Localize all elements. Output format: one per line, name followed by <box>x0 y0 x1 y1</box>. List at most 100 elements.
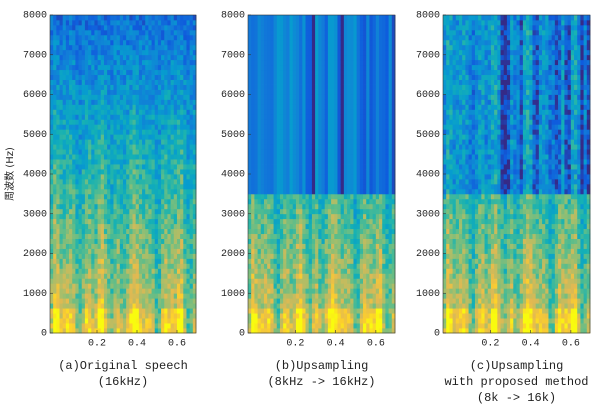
spectrogram-cell <box>72 189 76 194</box>
spectrogram-cell <box>53 224 57 229</box>
spectrogram-cell <box>56 293 60 298</box>
spectrogram-cell <box>152 303 156 308</box>
spectrogram-cell <box>267 328 271 333</box>
spectrogram-cell <box>186 65 190 70</box>
spectrogram-cell <box>261 249 265 254</box>
spectrogram-cell <box>75 323 79 328</box>
spectrogram-cell <box>136 144 140 149</box>
spectrogram-cell <box>309 249 313 254</box>
spectrogram-cell <box>296 328 300 333</box>
spectrogram-cell <box>341 313 345 318</box>
spectrogram-cell <box>66 323 70 328</box>
spectrogram-cell <box>322 25 326 30</box>
spectrogram-cell <box>88 273 92 278</box>
spectrogram-cell <box>267 149 271 154</box>
spectrogram-cell <box>283 258 287 263</box>
spectrogram-cell <box>82 60 86 65</box>
spectrogram-cell <box>337 278 341 283</box>
spectrogram-cell <box>286 65 290 70</box>
spectrogram-cell <box>248 99 252 104</box>
spectrogram-cell <box>88 159 92 164</box>
spectrogram-cell <box>302 199 306 204</box>
spectrogram-cell <box>267 70 271 75</box>
spectrogram-cell <box>91 99 95 104</box>
spectrogram-cell <box>347 184 351 189</box>
spectrogram-cell <box>63 169 67 174</box>
spectrogram-cell <box>267 169 271 174</box>
spectrogram-cell <box>69 249 73 254</box>
spectrogram-cell <box>248 30 252 35</box>
spectrogram-cell <box>306 273 310 278</box>
spectrogram-cell <box>180 45 184 50</box>
spectrogram-cell <box>277 80 281 85</box>
spectrogram-cell <box>318 179 322 184</box>
spectrogram-cell <box>126 219 130 224</box>
spectrogram-cell <box>261 154 265 159</box>
spectrogram-cell <box>63 209 67 214</box>
spectrogram-cell <box>251 234 255 239</box>
spectrogram-cell <box>117 15 121 20</box>
spectrogram-cell <box>322 308 326 313</box>
spectrogram-cell <box>60 25 64 30</box>
spectrogram-cell <box>82 75 86 80</box>
spectrogram-cell <box>152 293 156 298</box>
spectrogram-cell <box>302 114 306 119</box>
spectrogram-cell <box>94 199 98 204</box>
spectrogram-cell <box>104 244 108 249</box>
spectrogram-cell <box>274 288 278 293</box>
spectrogram-cell <box>264 219 268 224</box>
spectrogram-cell <box>82 229 86 234</box>
spectrogram-cell <box>306 80 310 85</box>
spectrogram-cell <box>161 249 165 254</box>
spectrogram-cell <box>277 159 281 164</box>
spectrogram-cell <box>274 179 278 184</box>
spectrogram-cell <box>341 60 345 65</box>
spectrogram-cell <box>72 323 76 328</box>
spectrogram-cell <box>69 50 73 55</box>
spectrogram-cell <box>274 219 278 224</box>
spectrogram-cell <box>331 313 335 318</box>
spectrogram-cell <box>174 45 178 50</box>
spectrogram-cell <box>325 239 329 244</box>
spectrogram-cell <box>53 99 57 104</box>
spectrogram-cell <box>107 258 111 263</box>
spectrogram-cell <box>94 254 98 259</box>
spectrogram-cell <box>293 99 297 104</box>
spectrogram-cell <box>286 254 290 259</box>
spectrogram-cell <box>171 189 175 194</box>
spectrogram-cell <box>50 184 54 189</box>
spectrogram-cell <box>107 194 111 199</box>
spectrogram-cell <box>328 139 332 144</box>
spectrogram-cell <box>82 209 86 214</box>
spectrogram-cell <box>101 20 105 25</box>
spectrogram-cell <box>145 263 149 268</box>
spectrogram-cell <box>312 263 316 268</box>
spectrogram-cell <box>264 268 268 273</box>
spectrogram-cell <box>309 313 313 318</box>
spectrogram-cell <box>293 204 297 209</box>
spectrogram-cell <box>56 214 60 219</box>
spectrogram-cell <box>277 288 281 293</box>
spectrogram-cell <box>60 80 64 85</box>
spectrogram-cell <box>312 75 316 80</box>
spectrogram-cell <box>331 298 335 303</box>
spectrogram-cell <box>347 179 351 184</box>
spectrogram-cell <box>104 303 108 308</box>
spectrogram-cell <box>318 214 322 219</box>
spectrogram-cell <box>63 30 67 35</box>
spectrogram-cell <box>133 40 137 45</box>
spectrogram-cell <box>299 70 303 75</box>
spectrogram-cell <box>82 278 86 283</box>
spectrogram-cell <box>53 184 57 189</box>
spectrogram-cell <box>136 263 140 268</box>
spectrogram-cell <box>164 119 168 124</box>
spectrogram-cell <box>142 95 146 100</box>
spectrogram-cell <box>107 90 111 95</box>
spectrogram-cell <box>171 174 175 179</box>
spectrogram-cell <box>79 328 83 333</box>
spectrogram-cell <box>145 288 149 293</box>
spectrogram-cell <box>110 179 114 184</box>
spectrogram-cell <box>104 55 108 60</box>
spectrogram-cell <box>264 174 268 179</box>
spectrogram-cell <box>133 60 137 65</box>
